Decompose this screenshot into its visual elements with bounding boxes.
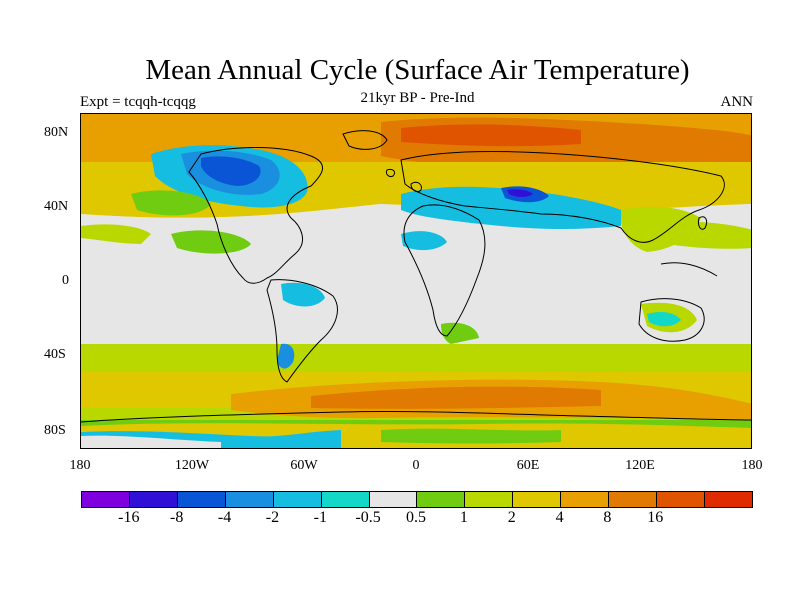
north-america-coast bbox=[188, 147, 323, 284]
pacific-warm bbox=[81, 224, 151, 244]
colorbar-label: -4 bbox=[217, 509, 232, 526]
colorbar-label: -16 bbox=[118, 509, 140, 526]
colorbar-swatch bbox=[82, 492, 130, 507]
antarctic-neutral-patch bbox=[81, 435, 221, 448]
lon-label: 180 bbox=[69, 458, 91, 473]
colorbar-swatch bbox=[129, 492, 178, 507]
colorbar-label: 8 bbox=[603, 509, 612, 526]
britain-coast bbox=[410, 181, 422, 193]
iceland-coast bbox=[386, 169, 396, 177]
colorbar-swatch bbox=[513, 492, 562, 507]
lon-label: 180 bbox=[741, 458, 763, 473]
greenland-coast bbox=[342, 130, 388, 150]
laurentide-cold bbox=[201, 156, 261, 186]
south-america-cold bbox=[281, 282, 325, 307]
patagonia-cold bbox=[277, 343, 295, 369]
coastlines bbox=[81, 130, 751, 423]
asia-warm bbox=[621, 206, 701, 252]
temperature-anomaly-map bbox=[81, 114, 751, 448]
colorbar-swatch bbox=[225, 492, 274, 507]
colorbar-swatch bbox=[657, 492, 705, 507]
colorbar-swatch bbox=[417, 492, 466, 507]
colorbar-label: 2 bbox=[507, 509, 516, 526]
africa-coast bbox=[403, 204, 486, 337]
eurasia-cold bbox=[507, 189, 533, 197]
south-america-coast bbox=[266, 279, 338, 383]
colorbar-label: -8 bbox=[170, 509, 184, 526]
colorbar bbox=[81, 491, 753, 508]
pacific-warm bbox=[171, 230, 251, 254]
map-frame bbox=[80, 113, 752, 449]
experiment-label: Expt = tcqqh-tcqqg bbox=[80, 94, 196, 110]
colorbar-label: 16 bbox=[647, 509, 664, 526]
colorbar-swatch bbox=[321, 492, 370, 507]
colorbar-label: 4 bbox=[555, 509, 564, 526]
colorbar-swatch bbox=[704, 492, 752, 507]
colorbar-swatch bbox=[369, 492, 418, 507]
lon-label: 120E bbox=[625, 458, 655, 473]
lat-label: 40N bbox=[44, 199, 69, 214]
eurasia-cold bbox=[401, 186, 621, 229]
colorbar-label: 0.5 bbox=[406, 509, 426, 526]
arctic-hot-core bbox=[401, 124, 581, 147]
colorbar-label: -1 bbox=[313, 509, 327, 526]
lat-label: 40S bbox=[44, 347, 66, 362]
lon-label: 0 bbox=[412, 458, 420, 473]
pacific-warm bbox=[131, 190, 211, 216]
japan-coast bbox=[698, 216, 708, 230]
colorbar-swatch bbox=[177, 492, 226, 507]
maritime-continent-coast bbox=[660, 262, 718, 277]
lat-label: 80S bbox=[44, 423, 66, 438]
colorbar-label: -0.5 bbox=[355, 509, 381, 526]
colorbar-swatch bbox=[561, 492, 610, 507]
colorbar-swatch bbox=[609, 492, 658, 507]
colorbar-swatch bbox=[465, 492, 514, 507]
australia-cool bbox=[647, 312, 681, 327]
colorbar-label: 1 bbox=[459, 509, 468, 526]
plot-subtitle: 21kyr BP - Pre-Ind bbox=[360, 90, 475, 106]
tropics-neutral bbox=[81, 204, 381, 344]
season-label: ANN bbox=[720, 94, 754, 110]
lon-label: 120W bbox=[174, 458, 210, 473]
southern-ocean-band bbox=[311, 386, 601, 409]
africa-cold bbox=[401, 231, 447, 251]
lat-label: 0 bbox=[62, 273, 69, 288]
lon-label: 60W bbox=[290, 458, 318, 473]
australia-coast bbox=[638, 298, 705, 342]
plot-title: Mean Annual Cycle (Surface Air Temperatu… bbox=[145, 54, 690, 86]
lat-label: 80N bbox=[44, 125, 69, 140]
africa-warm bbox=[441, 322, 479, 344]
lon-label: 60E bbox=[516, 458, 540, 473]
eurasia-coast bbox=[400, 151, 725, 243]
colorbar-swatch bbox=[273, 492, 322, 507]
antarctica-coast bbox=[81, 410, 751, 423]
colorbar-label: -2 bbox=[265, 509, 280, 526]
antarctic-band bbox=[381, 428, 561, 444]
